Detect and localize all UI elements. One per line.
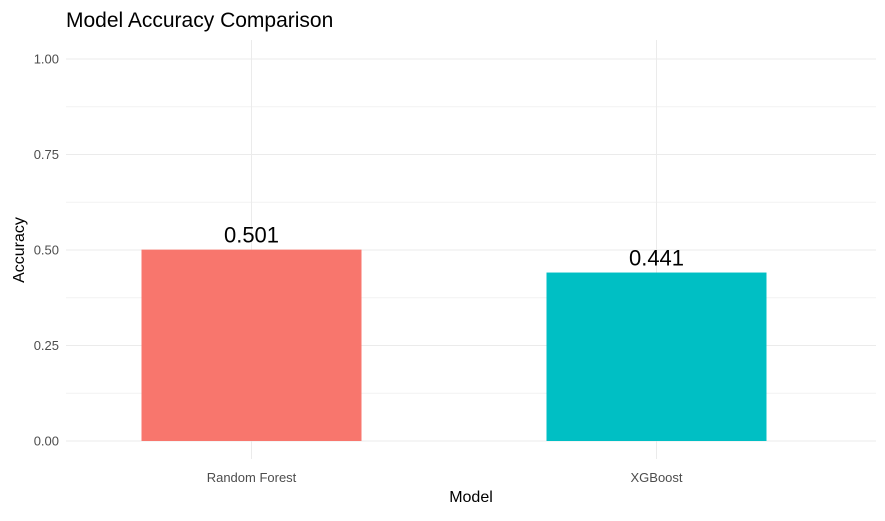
chart-title: Model Accuracy Comparison (66, 9, 333, 32)
x-axis-title: Model (449, 489, 493, 506)
x-tick-label: XGBoost (630, 470, 682, 485)
y-tick-label: 0.50 (34, 243, 59, 258)
bars (141, 249, 767, 441)
x-axis-ticks: Random Forest XGBoost (207, 470, 683, 485)
bar-value-label: 0.501 (224, 223, 279, 248)
y-tick-label: 0.25 (34, 338, 59, 353)
y-axis-title: Accuracy (11, 217, 28, 283)
x-tick-label: Random Forest (207, 470, 297, 485)
bar-value-label: 0.441 (629, 246, 684, 271)
y-axis-ticks: 0.00 0.25 0.50 0.75 1.00 (34, 52, 59, 449)
y-tick-label: 0.00 (34, 434, 59, 449)
y-tick-label: 1.00 (34, 52, 59, 67)
y-tick-label: 0.75 (34, 147, 59, 162)
bar-random-forest (141, 249, 362, 441)
bar-xgboost (546, 272, 767, 441)
bar-value-labels: 0.501 0.441 (224, 223, 684, 271)
